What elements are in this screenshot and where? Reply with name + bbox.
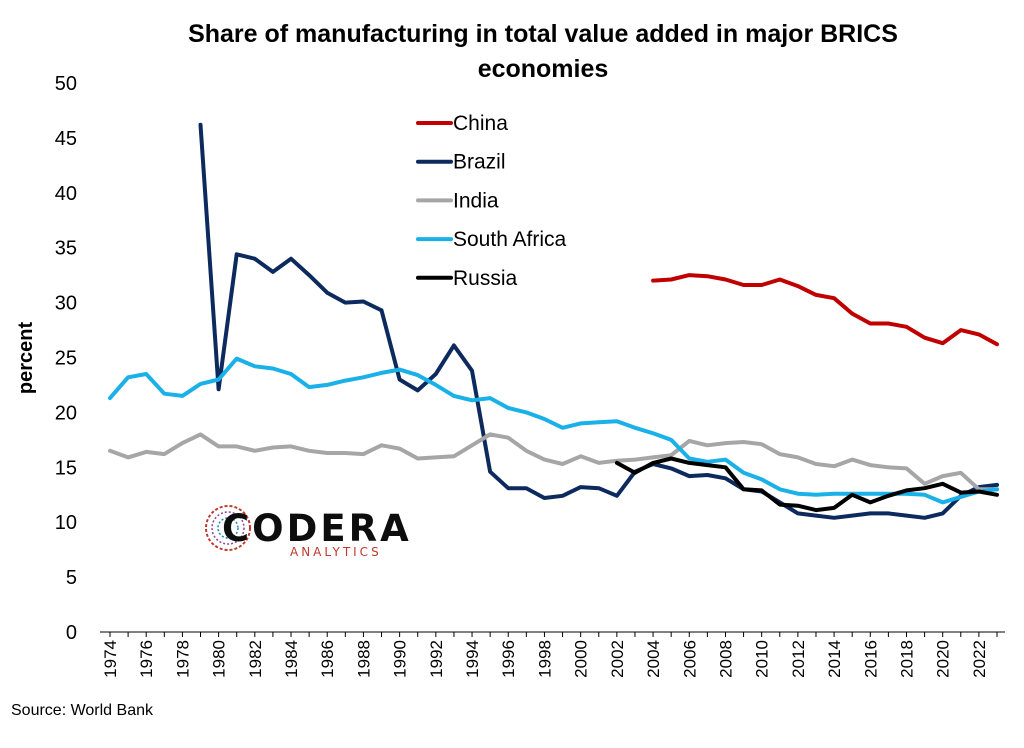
y-tick-label: 35 xyxy=(55,238,77,260)
x-tick-label: 2002 xyxy=(608,640,627,678)
legend-label-china: China xyxy=(453,112,508,135)
y-tick-label: 0 xyxy=(66,622,77,644)
legend-label-russia: Russia xyxy=(453,267,518,290)
legend-label-india: India xyxy=(453,189,499,212)
x-tick-label: 2018 xyxy=(897,640,916,678)
series-lines xyxy=(108,122,999,520)
x-tick-label: 1986 xyxy=(318,640,337,678)
codera-logo: CODERA ANALYTICS xyxy=(205,505,412,559)
y-tick-label: 20 xyxy=(55,402,77,424)
x-tick-label: 1984 xyxy=(282,640,301,678)
x-tick-label: 1982 xyxy=(246,640,265,678)
x-tick-label: 1992 xyxy=(427,640,446,678)
x-tick-label: 2006 xyxy=(680,640,699,678)
codera-logo-wordmark: CODERA xyxy=(222,507,412,550)
y-tick-label: 40 xyxy=(55,183,77,205)
x-tick-label: 1988 xyxy=(354,640,373,678)
y-tick-label: 10 xyxy=(55,512,77,534)
codera-logo-subtitle: ANALYTICS xyxy=(290,545,382,559)
chart-title-line-1: Share of manufacturing in total value ad… xyxy=(188,20,898,48)
x-tick-label: 2004 xyxy=(644,640,663,678)
series-line-russia xyxy=(614,456,999,513)
series-line-brazil xyxy=(198,122,999,520)
x-tick-label: 2010 xyxy=(753,640,772,678)
series-line-india xyxy=(108,432,999,492)
y-tick-label: 50 xyxy=(55,73,77,95)
codera-logo-mark xyxy=(205,505,251,551)
x-tick-label: 2022 xyxy=(970,640,989,678)
x-tick-label: 1994 xyxy=(463,640,482,678)
x-tick-label: 2008 xyxy=(716,640,735,678)
x-tick-label: 1980 xyxy=(210,640,229,678)
x-tick-labels: 1974 1976 1978 1980 1982 1984 1986 1988 1990 1992… xyxy=(101,640,989,678)
legend: China Brazil India South Africa Russia xyxy=(416,112,567,290)
x-tick-label: 1990 xyxy=(391,640,410,678)
x-tick-label: 2014 xyxy=(825,640,844,678)
x-tick-label: 1974 xyxy=(101,640,120,678)
chart-title-line-2: economies xyxy=(478,55,609,83)
series-line-china xyxy=(651,273,999,347)
axes xyxy=(100,631,1005,637)
y-axis-label: percent xyxy=(15,322,37,395)
x-tick-label: 2012 xyxy=(789,640,808,678)
y-tick-label: 25 xyxy=(55,348,77,370)
x-tick-label: 2000 xyxy=(572,640,591,678)
y-tick-label: 15 xyxy=(55,457,77,479)
x-tick-label: 1996 xyxy=(499,640,518,678)
x-tick-label: 2020 xyxy=(934,640,953,678)
y-tick-label: 30 xyxy=(55,293,77,315)
chart-title: Share of manufacturing in total value ad… xyxy=(188,20,898,83)
y-tick-labels: 0 5 10 15 20 25 30 35 40 45 50 xyxy=(55,73,77,644)
source-note: Source: World Bank xyxy=(11,702,153,719)
series-line-south-africa xyxy=(108,356,999,505)
x-tick-label: 2016 xyxy=(861,640,880,678)
x-tick-label: 1976 xyxy=(137,640,156,678)
x-tick-label: 1978 xyxy=(173,640,192,678)
legend-label-south-africa: South Africa xyxy=(453,228,567,251)
y-tick-label: 45 xyxy=(55,128,77,150)
x-tick-label: 1998 xyxy=(535,640,554,678)
legend-label-brazil: Brazil xyxy=(453,151,506,174)
y-tick-label: 5 xyxy=(66,567,77,589)
